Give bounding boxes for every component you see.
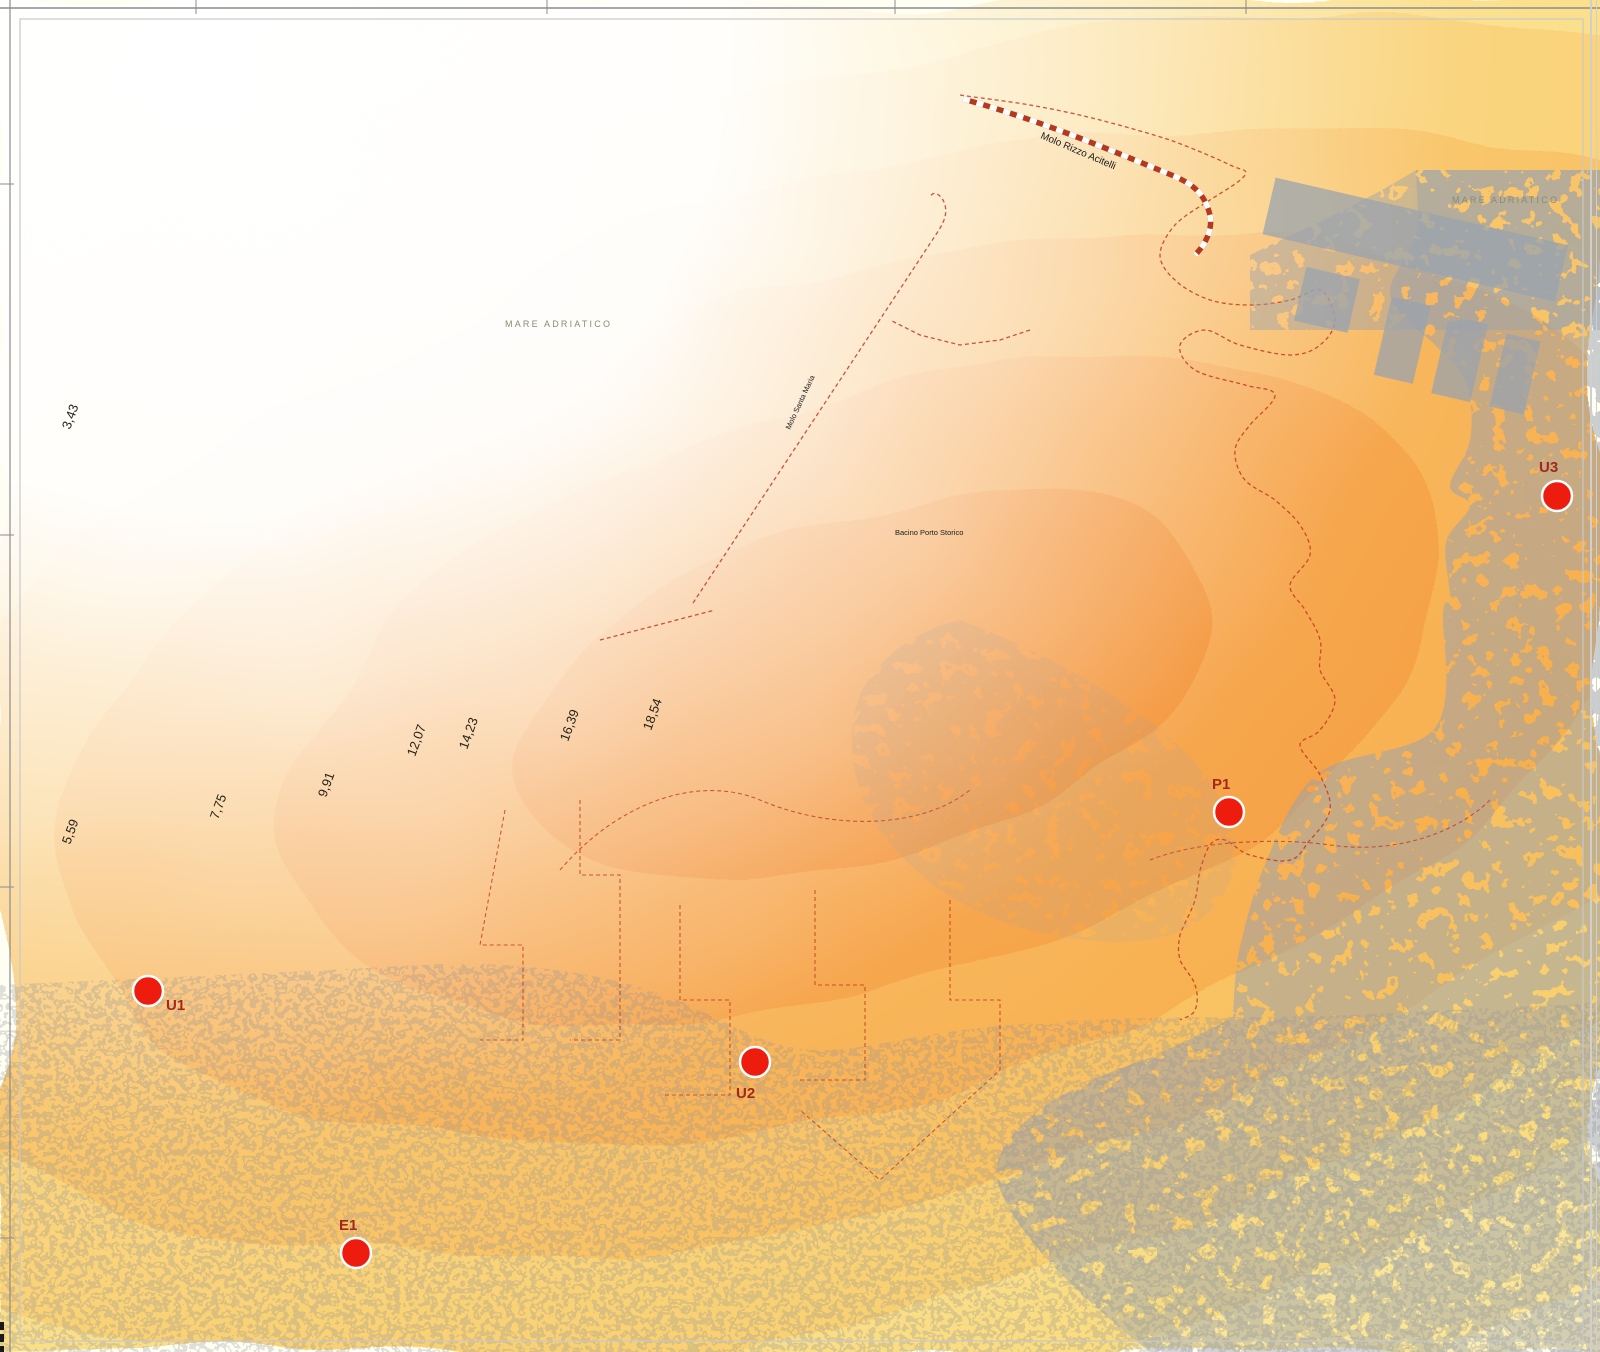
svg-text:E1: E1 (339, 1217, 357, 1234)
svg-text:U3: U3 (1539, 459, 1558, 476)
svg-text:P1: P1 (1212, 776, 1230, 793)
svg-text:MARE ADRIATICO: MARE ADRIATICO (505, 319, 612, 329)
svg-text:Bacino Porto Storico: Bacino Porto Storico (895, 528, 963, 537)
svg-text:MARE ADRIATICO: MARE ADRIATICO (1452, 195, 1559, 205)
svg-text:U2: U2 (736, 1085, 755, 1102)
svg-text:U1: U1 (166, 997, 185, 1014)
